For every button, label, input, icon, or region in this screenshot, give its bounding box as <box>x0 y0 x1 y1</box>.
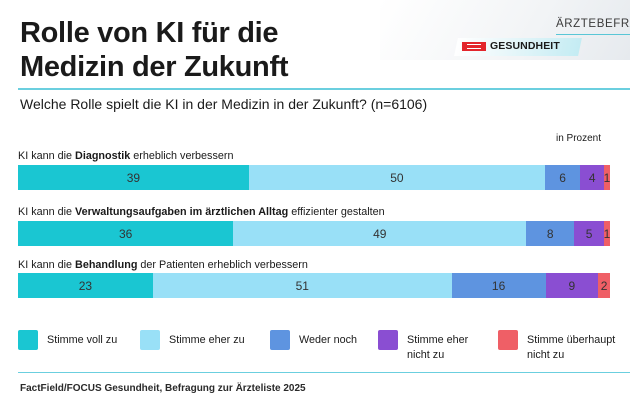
bar-row: 23 51 16 9 2 <box>18 273 610 298</box>
bar-row: 39 50 6 4 1 <box>18 165 610 190</box>
brand-tagline: ÄRZTEBEFRA <box>556 14 630 35</box>
category-label: KI kann die Behandlung der Patienten erh… <box>18 259 308 271</box>
legend-item: Weder noch <box>270 330 357 350</box>
legend-label: Stimme eher zu <box>169 334 245 346</box>
bar-segment: 5 <box>574 221 604 246</box>
bar-row: 36 49 8 5 1 <box>18 221 610 246</box>
legend-label: Weder noch <box>299 334 358 346</box>
brand-name: GESUNDHEIT <box>490 40 560 52</box>
bar-segment: 23 <box>18 273 153 298</box>
legend-swatch <box>18 330 38 350</box>
legend-swatch <box>270 330 290 350</box>
divider-top <box>18 88 630 90</box>
bar-segment: 36 <box>18 221 234 246</box>
legend-label: Stimme eher nicht zu <box>407 334 469 361</box>
bar-segment: 39 <box>18 165 249 190</box>
divider-bottom <box>18 372 630 373</box>
source-note: FactField/FOCUS Gesundheit, Befragung zu… <box>20 383 306 394</box>
bar-segment: 1 <box>604 165 610 190</box>
legend-swatch <box>140 330 160 350</box>
bar-segment: 9 <box>545 273 599 298</box>
focus-logo-icon <box>462 42 486 51</box>
bar-segment: 1 <box>603 221 610 246</box>
bar-segment: 50 <box>248 165 545 190</box>
legend-item: Stimme überhaupt nicht zu <box>498 330 615 363</box>
page-title: Rolle von KI für die Medizin der Zukunft <box>20 16 288 84</box>
chart-question: Welche Rolle spielt die KI in der Medizi… <box>20 96 428 112</box>
bar-segment: 8 <box>526 221 575 246</box>
legend-label: Stimme überhaupt nicht zu <box>527 334 616 361</box>
bar-segment: 51 <box>152 273 452 298</box>
bar-segment: 16 <box>451 273 546 298</box>
legend-item: Stimme voll zu <box>18 330 117 350</box>
legend-item: Stimme eher nicht zu <box>378 330 468 363</box>
legend-swatch <box>378 330 398 350</box>
bar-segment: 4 <box>580 165 605 190</box>
legend-swatch <box>498 330 518 350</box>
brand-tagline-text: ÄRZTEBEFRA <box>556 18 630 30</box>
title-line-1: Rolle von KI für die <box>20 17 279 49</box>
bar-segment: 6 <box>544 165 581 190</box>
bar-segment: 49 <box>233 221 527 246</box>
legend-item: Stimme eher zu <box>140 330 245 350</box>
unit-label: in Prozent <box>556 133 602 144</box>
category-label: KI kann die Diagnostik erheblich verbess… <box>18 150 234 162</box>
category-label: KI kann die Verwaltungsaufgaben im ärztl… <box>18 206 385 218</box>
legend-label: Stimme voll zu <box>47 334 118 346</box>
bar-segment: 2 <box>598 273 610 298</box>
title-line-2: Medizin der Zukunft <box>20 51 289 83</box>
